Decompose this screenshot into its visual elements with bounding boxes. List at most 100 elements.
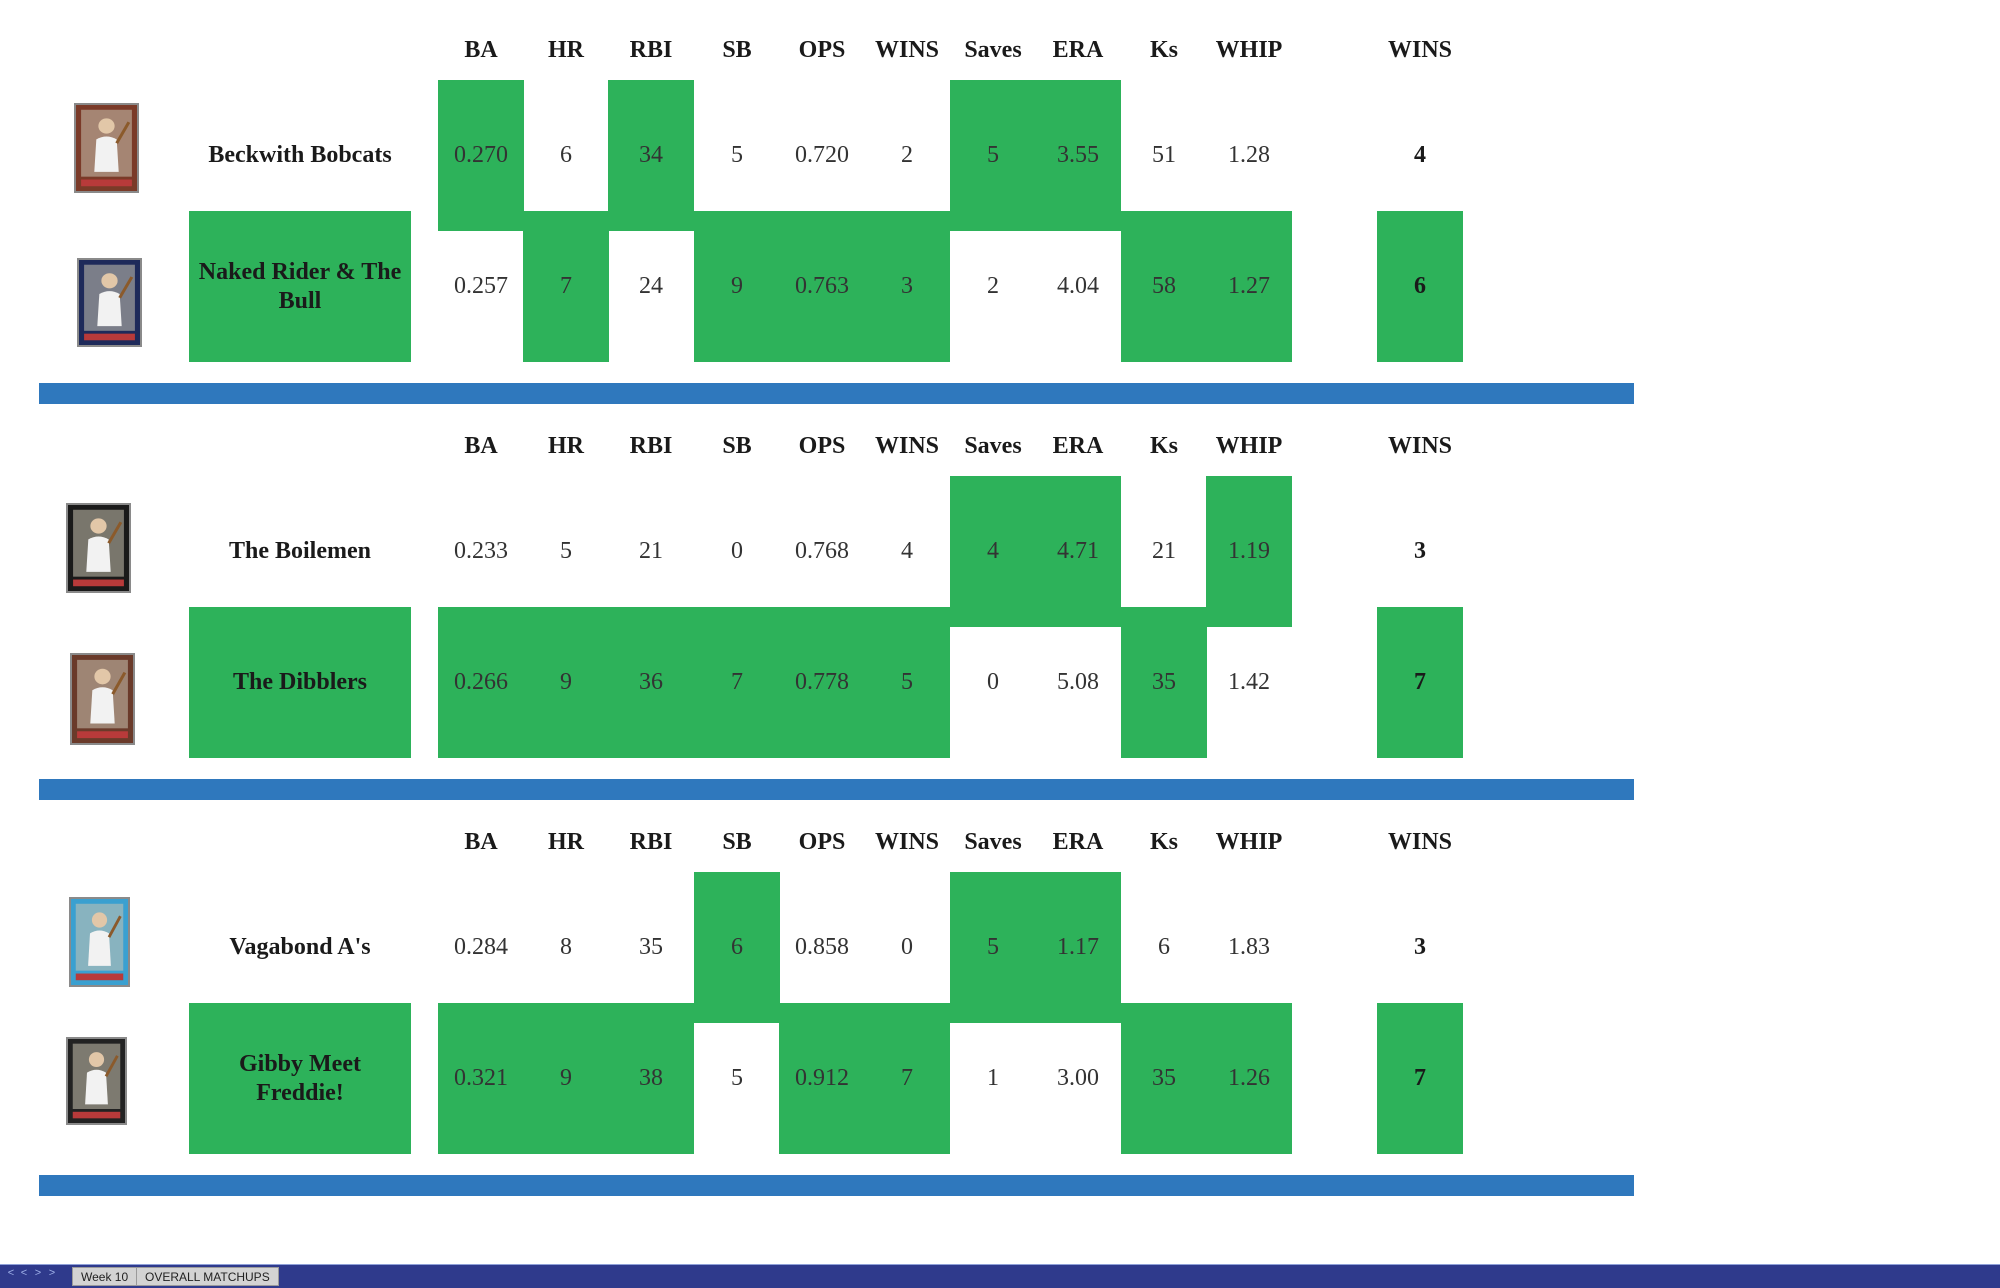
total-wins-cell: 6 [1377,211,1463,362]
stat-cell-wins: 7 [864,1003,950,1154]
card-player-silhouette [71,899,128,985]
first-sheet-icon[interactable]: < [7,1267,15,1279]
column-header-ks: Ks [1149,37,1178,63]
stat-cell-rbi: 38 [608,1003,694,1154]
team-name: Gibby Meet Freddie! [189,1003,411,1154]
team-row: The Boilemen 0.233 5 21 0 0.768 4 4 4.71 21 1.19 3 [0,476,2000,627]
team-row: Vagabond A's 0.284 8 35 6 0.858 0 5 1.17 6 1.83 3 [0,872,2000,1023]
stat-cell-ks: 51 [1152,142,1176,168]
stat-cell-saves: 2 [987,273,999,299]
sheet-tab-bar: < < > > Week 10 OVERALL MATCHUPS [0,1264,2000,1288]
prev-sheet-icon[interactable]: < [20,1267,28,1279]
column-header-whip: WHIP [1215,829,1283,855]
card-player-silhouette [76,105,137,191]
baseball-card-player-icon [66,503,131,593]
team-name: The Dibblers [189,607,411,758]
column-header-ops: OPS [798,37,846,63]
stat-cell-ks: 6 [1158,934,1170,960]
column-header-sb: SB [722,433,752,459]
stat-cell-ks: 21 [1152,538,1176,564]
matchup-block: BA HR RBI SB OPS WINS Saves ERA Ks WHIP WINS The Bo… [0,416,2000,800]
stat-cell-hr: 8 [560,934,572,960]
stat-cell-sb: 0 [731,538,743,564]
next-sheet-icon[interactable]: > [34,1267,42,1279]
column-header-ba: BA [464,433,498,459]
stat-cell-era: 4.71 [1035,476,1121,627]
stat-cell-hr: 5 [560,538,572,564]
card-player-silhouette [68,505,129,591]
column-header-ba: BA [464,37,498,63]
stat-cell-ops: 0.763 [779,211,865,362]
stat-cell-rbi: 21 [639,538,663,564]
column-header-whip: WHIP [1215,433,1283,459]
column-header-ba: BA [464,829,498,855]
column-header-wins: WINS [874,433,940,459]
stat-cell-ks: 58 [1121,211,1207,362]
baseball-card-batter-icon [66,1037,127,1125]
stat-cell-sb: 7 [694,607,780,758]
stat-cell-sb: 9 [694,211,780,362]
stat-cell-hr: 9 [523,607,609,758]
stat-cell-whip: 1.42 [1228,669,1270,695]
total-wins-cell: 4 [1414,142,1426,168]
stat-cell-era: 1.17 [1035,872,1121,1023]
column-header-era: ERA [1052,829,1104,855]
column-header-wins: WINS [874,37,940,63]
matchup-block: BA HR RBI SB OPS WINS Saves ERA Ks WHIP WINS Vagabo… [0,812,2000,1196]
stat-cell-sb: 5 [731,1065,743,1091]
stat-cell-ba: 0.266 [438,607,524,758]
stat-cell-wins: 5 [864,607,950,758]
baseball-card-pitcher-icon [69,897,130,987]
matchup-block: BA HR RBI SB OPS WINS Saves ERA Ks WHIP WINS Beckwi… [0,20,2000,404]
stat-cell-sb: 5 [731,142,743,168]
sheet-tab-week-10[interactable]: Week 10 [72,1267,138,1286]
column-header-rbi: RBI [629,433,673,459]
team-name: Naked Rider & The Bull [189,211,411,362]
stat-cell-ops: 0.912 [779,1003,865,1154]
column-header-era: ERA [1052,433,1104,459]
stat-cell-ops: 0.720 [795,142,849,168]
stat-cell-whip: 1.27 [1206,211,1292,362]
stat-cell-whip: 1.19 [1206,476,1292,627]
stat-cell-wins: 3 [864,211,950,362]
column-header-hr: HR [548,829,584,855]
stat-cell-saves: 1 [987,1065,999,1091]
matchup-separator [39,383,1634,404]
column-header-era: ERA [1052,37,1104,63]
stat-cell-saves: 0 [987,669,999,695]
matchup-separator [39,779,1634,800]
column-header-total-wins: WINS [1387,433,1453,459]
column-header-rbi: RBI [629,37,673,63]
stat-cell-ops: 0.778 [779,607,865,758]
stat-cell-wins: 4 [901,538,913,564]
column-header-saves: Saves [964,433,1022,459]
stat-cell-whip: 1.28 [1228,142,1270,168]
stat-cell-era: 4.04 [1057,273,1099,299]
stat-cell-era: 3.00 [1057,1065,1099,1091]
column-header-ops: OPS [798,433,846,459]
stat-cell-saves: 5 [950,80,1036,231]
column-header-hr: HR [548,433,584,459]
stat-cell-hr: 9 [523,1003,609,1154]
team-name: Beckwith Bobcats [208,142,392,168]
stat-cell-ks: 35 [1121,607,1207,758]
stat-cell-wins: 2 [901,142,913,168]
stat-cell-rbi: 35 [639,934,663,960]
stat-cell-ba: 0.257 [454,273,508,299]
stat-cell-ba: 0.321 [438,1003,524,1154]
last-sheet-icon[interactable]: > [48,1267,56,1279]
column-header-ops: OPS [798,829,846,855]
column-header-sb: SB [722,37,752,63]
stat-cell-ba: 0.284 [454,934,508,960]
column-header-hr: HR [548,37,584,63]
column-header-ks: Ks [1149,433,1178,459]
column-header-rbi: RBI [629,829,673,855]
column-header-saves: Saves [964,37,1022,63]
total-wins-cell: 7 [1377,607,1463,758]
stat-cell-saves: 4 [950,476,1036,627]
stat-cell-rbi: 24 [639,273,663,299]
sheet-tab-overall-matchups[interactable]: OVERALL MATCHUPS [136,1267,279,1286]
column-header-total-wins: WINS [1387,37,1453,63]
column-header-total-wins: WINS [1387,829,1453,855]
